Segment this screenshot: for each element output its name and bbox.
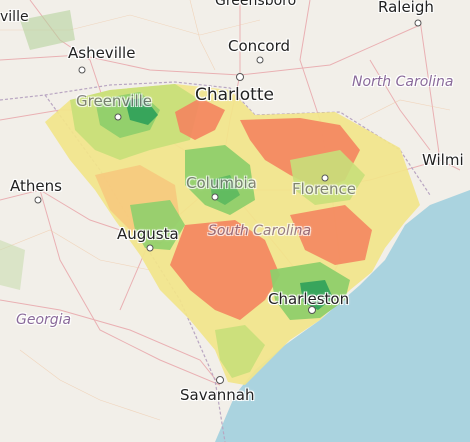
city-label-columbia: Columbia — [186, 174, 257, 192]
city-label-greenville: Greenville — [76, 92, 153, 110]
city-label-asheville: Asheville — [68, 44, 136, 62]
city-label-augusta: Augusta — [117, 225, 179, 243]
sc-region-beaufort[interactable] — [215, 325, 265, 378]
sc-choropleth[interactable] — [45, 84, 420, 385]
city-label-concord: Concord — [228, 37, 291, 55]
city-label-charlotte: Charlotte — [195, 85, 274, 105]
city-label-wilmington: Wilmi — [422, 151, 464, 169]
state-label-georgia: Georgia — [16, 312, 72, 328]
state-label-north-carolina: North Carolina — [352, 74, 454, 90]
atlantic-ocean — [215, 190, 470, 442]
city-label-athens: Athens — [10, 177, 62, 195]
city-label-raleigh: Raleigh — [378, 0, 434, 16]
city-label-florence: Florence — [292, 180, 357, 198]
sc-region-charleston-core[interactable] — [300, 280, 333, 310]
city-label-charleston: Charleston — [268, 290, 350, 308]
city-markers — [34, 19, 422, 384]
sc-region-aiken[interactable] — [130, 200, 185, 250]
sc-region-orange-north[interactable] — [175, 98, 225, 140]
forest-patch — [0, 240, 25, 290]
city-label-savannah: Savannah — [180, 386, 255, 404]
sc-region-orange-south[interactable] — [170, 220, 280, 320]
state-label-south-carolina: South Carolina — [208, 223, 312, 239]
sc-region-greenville-core[interactable] — [125, 98, 158, 125]
sc-region-orange-se[interactable] — [290, 205, 372, 265]
city-label-greensboro: Greensboro — [215, 0, 297, 9]
forest-patch — [20, 10, 75, 50]
city-label-edge: ville — [0, 9, 29, 25]
